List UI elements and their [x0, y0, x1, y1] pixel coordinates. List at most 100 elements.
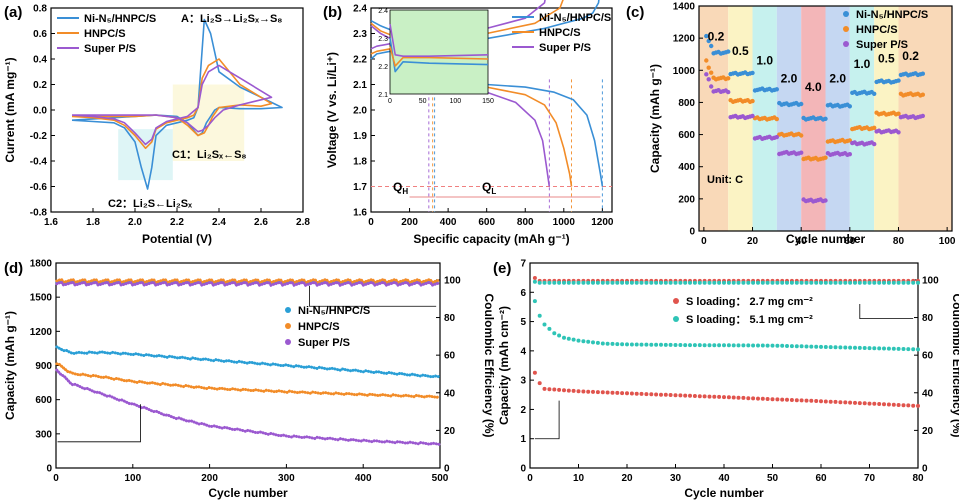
capacity-point	[542, 322, 547, 327]
ce-point	[678, 280, 683, 285]
rate-label: 1.0	[756, 54, 773, 68]
x-tick-label: 30	[670, 473, 682, 484]
capacity-point	[557, 333, 562, 338]
ce-point	[770, 280, 775, 285]
capacity-point	[586, 339, 591, 344]
x-axis-label: Potential (V)	[142, 232, 212, 246]
inset-x-tick-label: 50	[419, 98, 427, 105]
rate-band	[825, 6, 850, 231]
ce-point	[872, 280, 877, 285]
ce-point	[707, 280, 712, 285]
ce-point	[731, 280, 736, 285]
y-tick-label: 0	[46, 464, 52, 475]
rate-label: 1.0	[854, 57, 871, 71]
capacity-point	[819, 344, 823, 349]
capacity-point	[566, 336, 571, 341]
ce-point	[722, 280, 726, 285]
ce-point	[605, 280, 610, 285]
x-tick-label: 200	[401, 217, 418, 228]
highlight-band-c2	[118, 129, 173, 181]
capacity-series	[55, 368, 441, 446]
ce-point	[857, 280, 862, 285]
ce-point	[794, 280, 799, 285]
capacity-point	[741, 395, 746, 400]
ce-point	[746, 280, 751, 285]
rate-point	[726, 49, 731, 54]
rate-point	[799, 133, 804, 138]
capacity-point	[692, 394, 697, 398]
rate-label: 0.2	[708, 30, 725, 44]
ce-point	[532, 279, 537, 284]
ce-point	[882, 280, 886, 285]
panel-d: 0 100 200 300 400 500030060090012001500180002…	[3, 259, 496, 501]
ce-point	[692, 280, 697, 285]
x-tick-label: 10	[573, 473, 585, 484]
legend-marker	[843, 41, 849, 47]
capacity-point	[731, 395, 736, 400]
capacity-point	[882, 346, 886, 351]
rate-point	[896, 78, 901, 83]
capacity-point	[586, 389, 591, 394]
rate-point	[920, 113, 925, 119]
capacity-point	[557, 387, 562, 392]
y2-tick-label: 40	[922, 388, 934, 399]
x-tick-label: 20	[621, 473, 633, 484]
panel-label: (c)	[626, 4, 644, 21]
capacity-point	[581, 339, 586, 344]
rate-point	[706, 77, 711, 82]
capacity-point	[853, 400, 857, 405]
y2-tick-label: 60	[444, 351, 456, 362]
y2-tick-label: 60	[922, 351, 934, 362]
y-tick-label: -0.6	[30, 182, 48, 193]
capacity-point	[605, 390, 610, 395]
capacity-point	[692, 343, 697, 348]
ce-point	[625, 280, 629, 285]
x-tick-label: 70	[864, 473, 876, 484]
x-tick-label: 2.6	[254, 217, 268, 228]
capacity-point	[843, 345, 848, 350]
x-axis-label: Specific capacity (mAh g⁻¹)	[413, 232, 569, 246]
legend-label: S loading： 5.1 mg cm⁻²	[686, 314, 813, 326]
inset-x-tick-label: 0	[388, 98, 392, 105]
capacity-point	[823, 399, 828, 404]
capacity-point	[683, 343, 688, 348]
ce-point	[911, 280, 916, 285]
capacity-point	[722, 395, 726, 400]
inset-curve	[389, 46, 489, 67]
y2-tick-label: 80	[444, 313, 456, 324]
ce-point	[610, 280, 615, 285]
rate-band	[776, 6, 802, 231]
x-tick-label: 0	[527, 473, 533, 484]
ce-point	[639, 280, 644, 285]
capacity-series	[55, 362, 441, 399]
capacity-point	[785, 397, 789, 402]
rate-point	[774, 116, 779, 122]
capacity-point	[901, 347, 906, 351]
capacity-point	[591, 389, 595, 394]
y-tick-label: 2.3	[353, 29, 367, 40]
capacity-point	[639, 342, 644, 347]
capacity-point	[726, 395, 731, 400]
capacity-point	[751, 396, 756, 401]
capacity-point	[634, 391, 639, 396]
x-tick-label: 400	[440, 217, 457, 228]
capacity-point	[707, 343, 712, 348]
capacity-point	[843, 400, 848, 405]
ce-point	[789, 280, 794, 285]
capacity-point	[722, 343, 726, 348]
capacity-point	[794, 344, 799, 349]
capacity-point	[726, 343, 731, 348]
y2-axis-label: Coulombic Efficiency (%)	[950, 293, 959, 437]
legend-marker	[673, 298, 679, 304]
y-tick-label: 0	[520, 464, 526, 475]
capacity-point	[600, 341, 605, 346]
capacity-point	[780, 397, 785, 402]
capacity-point	[838, 400, 843, 405]
capacity-point	[649, 342, 654, 347]
capacity-point	[576, 338, 581, 343]
x-axis-label: Cycle number	[786, 232, 866, 246]
rate-point	[799, 101, 804, 107]
x-tick-label: 80	[893, 236, 905, 247]
panel-c: 0 20 40 60 80 10002004006008001000120014000.2…	[626, 2, 956, 248]
x-tick-label: 2.4	[212, 217, 226, 228]
